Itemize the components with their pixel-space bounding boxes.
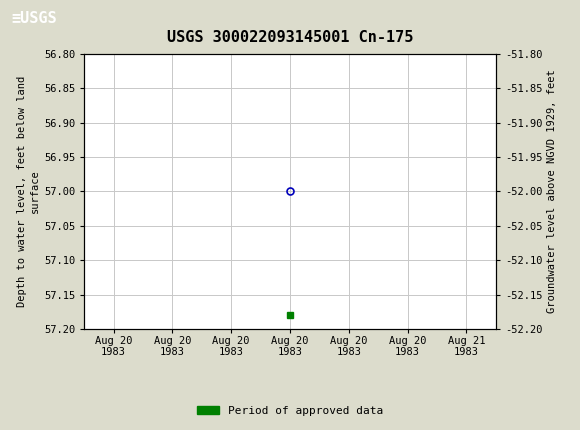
Legend: Period of approved data: Period of approved data — [193, 401, 387, 420]
Text: ≡USGS: ≡USGS — [12, 12, 57, 26]
Y-axis label: Groundwater level above NGVD 1929, feet: Groundwater level above NGVD 1929, feet — [546, 70, 557, 313]
Y-axis label: Depth to water level, feet below land
surface: Depth to water level, feet below land su… — [17, 76, 39, 307]
Text: USGS 300022093145001 Cn-175: USGS 300022093145001 Cn-175 — [167, 30, 413, 45]
